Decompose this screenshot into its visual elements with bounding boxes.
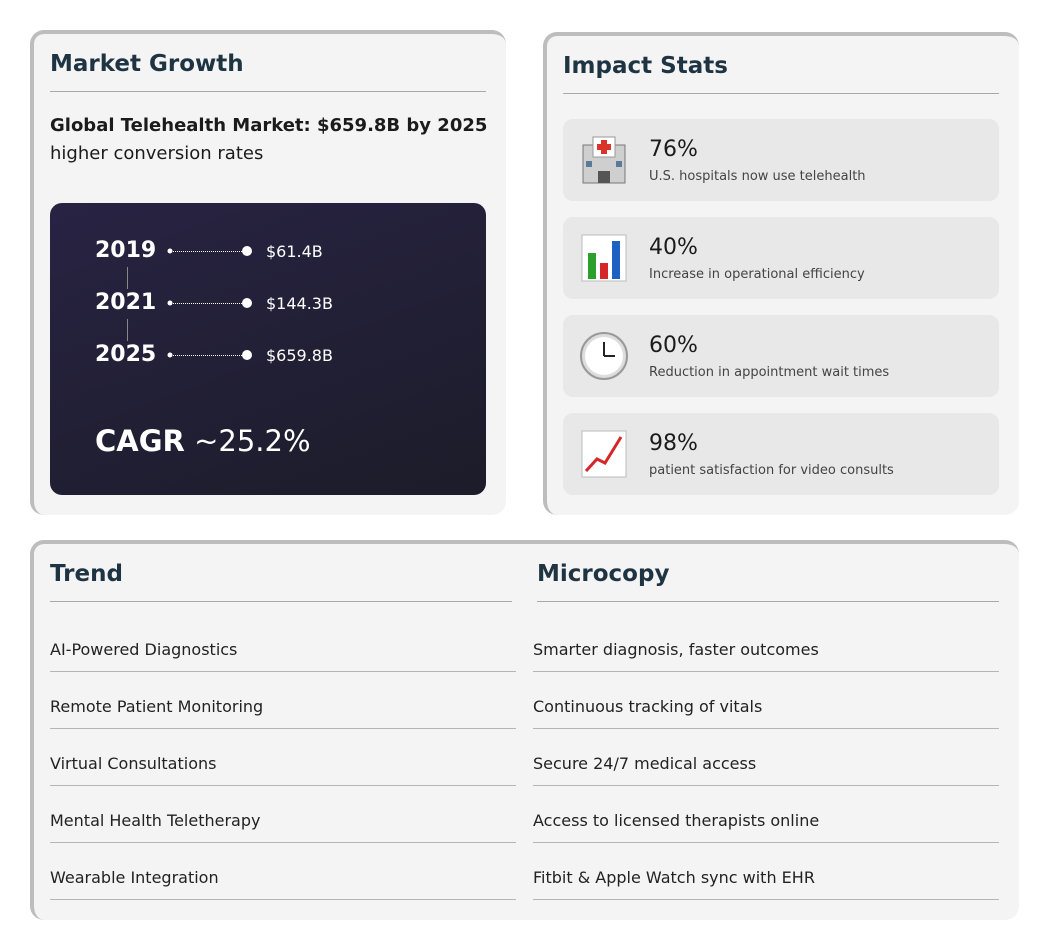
divider <box>50 91 486 92</box>
row-divider <box>50 671 516 672</box>
growth-panel: 2019 2021 2025 $61.4B $144.3B $659.8B CA… <box>50 203 486 495</box>
row-divider <box>50 785 516 786</box>
bar-chart-icon <box>581 234 627 282</box>
amount: $144.3B <box>266 294 333 313</box>
divider <box>537 601 999 602</box>
stat-label: Increase in operational efficiency <box>649 267 865 282</box>
table-cell: Continuous tracking of vitals <box>533 697 763 716</box>
divider <box>563 93 999 94</box>
column-header: Microcopy <box>537 561 670 587</box>
stat-value: 76% <box>649 137 698 162</box>
stat-value: 98% <box>649 431 698 456</box>
table-cell: Virtual Consultations <box>50 754 217 773</box>
amount: $659.8B <box>266 346 333 365</box>
table-cell: Wearable Integration <box>50 868 219 887</box>
subline: higher conversion rates <box>50 143 264 164</box>
table-cell: Mental Health Teletherapy <box>50 811 261 830</box>
stat-label: Reduction in appointment wait times <box>649 365 890 380</box>
stat-item: 40% Increase in operational efficiency <box>563 217 999 299</box>
column-header: Trend <box>50 561 123 587</box>
trend-card <box>30 540 1019 920</box>
stat-label: patient satisfaction for video consults <box>649 463 894 478</box>
table-cell: Access to licensed therapists online <box>533 811 820 830</box>
stat-label: U.S. hospitals now use telehealth <box>649 169 866 184</box>
row-divider <box>533 842 999 843</box>
row-divider <box>533 899 999 900</box>
card-title: Impact Stats <box>563 53 728 79</box>
headline: Global Telehealth Market: $659.8B by 202… <box>50 115 488 136</box>
row-divider <box>533 671 999 672</box>
trend-icon <box>581 430 627 478</box>
year: 2025 <box>95 342 157 367</box>
stat-item: 98% patient satisfaction for video consu… <box>563 413 999 495</box>
stat-value: 40% <box>649 235 698 260</box>
clock-icon <box>580 332 628 380</box>
table-cell: Remote Patient Monitoring <box>50 697 264 716</box>
cagr-label: CAGR <box>95 424 185 458</box>
table-cell: AI-Powered Diagnostics <box>50 640 238 659</box>
row-divider <box>50 899 516 900</box>
divider <box>50 601 512 602</box>
timeline-dots <box>167 246 252 360</box>
table-cell: Smarter diagnosis, faster outcomes <box>533 640 819 659</box>
year: 2021 <box>95 290 157 315</box>
row-divider <box>50 842 516 843</box>
row-divider <box>533 728 999 729</box>
cagr-value: ~25.2% <box>194 424 311 458</box>
stat-item: 76% U.S. hospitals now use telehealth <box>563 119 999 201</box>
stat-value: 60% <box>649 333 698 358</box>
row-divider <box>50 728 516 729</box>
table-cell: Secure 24/7 medical access <box>533 754 757 773</box>
row-divider <box>533 785 999 786</box>
table-cell: Fitbit & Apple Watch sync with EHR <box>533 868 815 887</box>
year: 2019 <box>95 238 157 263</box>
card-title: Market Growth <box>50 51 244 77</box>
hospital-icon <box>582 136 626 184</box>
stat-item: 60% Reduction in appointment wait times <box>563 315 999 397</box>
amount: $61.4B <box>266 242 323 261</box>
